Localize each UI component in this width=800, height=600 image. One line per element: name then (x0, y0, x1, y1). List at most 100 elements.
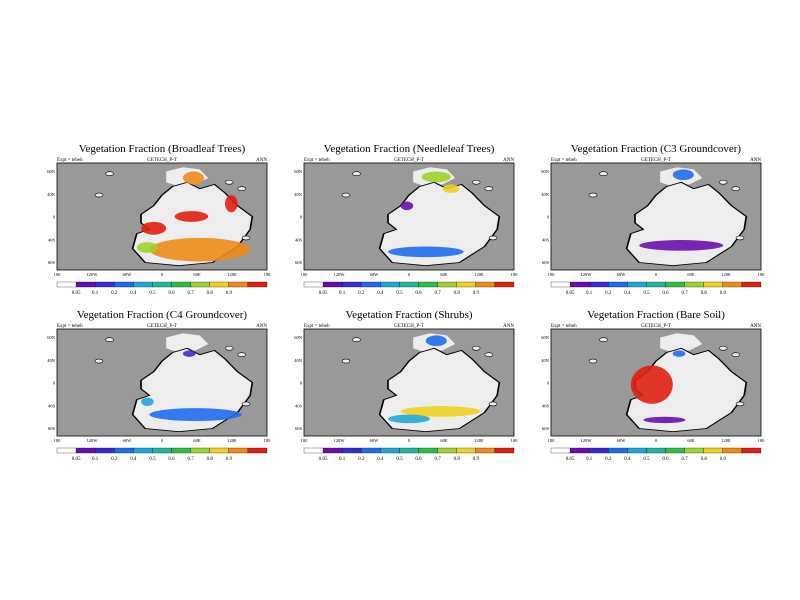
chart-subtitle: GETECH_P-T (147, 158, 177, 163)
colorbar-swatch (684, 281, 704, 288)
colorbar-swatch (171, 281, 191, 288)
x-tick-label: 0 (161, 272, 164, 277)
colorbar-label: 0.5 (149, 291, 156, 296)
colorbar-label: 0.8 (207, 457, 214, 462)
colorbar-swatch (569, 281, 590, 288)
colorbar-label: 0.1 (586, 457, 593, 462)
island (341, 192, 351, 198)
colorbar-label: 0.1 (586, 291, 593, 296)
colorbar-label: 0.8 (454, 457, 461, 462)
chart-title: Vegetation Fraction (C3 Groundcover) (571, 143, 741, 155)
x-tick-label: 120E (227, 438, 237, 443)
fraction-patch (400, 201, 414, 211)
fraction-patch (639, 240, 724, 251)
map-frame (303, 162, 515, 271)
colorbar-label: 0.1 (92, 291, 99, 296)
y-tick-label: 60S (295, 260, 303, 265)
chart-subtitle: GETECH_P-T (394, 158, 424, 163)
island (718, 179, 728, 185)
fraction-patch (149, 408, 242, 422)
island (484, 352, 494, 357)
fraction-patch (183, 171, 204, 185)
map-frame (303, 328, 515, 437)
colorbar-label: 0.4 (130, 291, 137, 296)
colorbar-label: 0.5 (643, 457, 650, 462)
fraction-patch (388, 414, 430, 424)
island (352, 337, 361, 343)
colorbar-swatch (361, 281, 381, 288)
y-tick-label: 60S (48, 260, 56, 265)
season-label: ANN (256, 324, 267, 329)
colorbar-swatch (703, 281, 723, 288)
colorbar-label: 0.6 (662, 457, 669, 462)
colorbar-label: 0.9 (226, 291, 233, 296)
fraction-patch (425, 335, 447, 347)
fraction-patch (643, 416, 686, 424)
colorbar-swatch (608, 447, 628, 454)
island (237, 186, 247, 191)
chart-title: Vegetation Fraction (Needleleaf Trees) (324, 143, 495, 155)
island (735, 401, 745, 407)
colorbar-swatch (475, 447, 496, 454)
colorbar-swatch (190, 447, 210, 454)
colorbar-label: 0.5 (396, 457, 403, 462)
x-tick-label: 0 (655, 272, 658, 277)
x-tick-label: 60W (123, 272, 133, 277)
colorbar-swatch (608, 281, 628, 288)
colorbar-swatch (56, 447, 77, 454)
x-tick-label: 120W (87, 272, 99, 277)
chart-panel-2: Vegetation Fraction (Needleleaf Trees) Ex… (294, 143, 518, 296)
season-label: ANN (256, 158, 267, 163)
season-label: ANN (750, 158, 761, 163)
colorbar-label: 0.6 (415, 291, 422, 296)
x-tick-label: 0 (161, 438, 164, 443)
coastline (378, 347, 501, 433)
y-tick-label: 0 (53, 381, 56, 386)
y-tick-label: 60N (47, 169, 56, 174)
x-tick-label: 120E (227, 272, 237, 277)
y-tick-label: 0 (300, 381, 303, 386)
colorbar-label: 0.7 (188, 457, 195, 462)
island (488, 235, 498, 241)
y-tick-label: 40S (48, 237, 56, 242)
fraction-patch (672, 350, 686, 357)
y-tick-label: 40N (541, 192, 550, 197)
colorbar-label: 0.2 (358, 457, 365, 462)
colorbar-swatch (456, 281, 476, 288)
x-tick-label: 60W (370, 438, 380, 443)
map-frame (56, 162, 268, 271)
colorbar-swatch (322, 447, 343, 454)
y-tick-label: 60N (541, 335, 550, 340)
fraction-patch (421, 171, 451, 183)
fraction-patch (174, 211, 209, 222)
island (599, 337, 608, 343)
x-tick-label: 120W (334, 438, 346, 443)
x-tick-label: 60W (370, 272, 380, 277)
colorbar-label: 0.5 (396, 291, 403, 296)
colorbar-label: 0.1 (92, 457, 99, 462)
island (94, 192, 104, 198)
island (224, 179, 234, 185)
colorbar-swatch (342, 447, 362, 454)
chart-panel-4: Vegetation Fraction (C4 Groundcover) Expt… (47, 309, 271, 462)
colorbar-swatch (646, 447, 666, 454)
x-tick-label: 60W (617, 272, 627, 277)
coastline (131, 181, 254, 267)
season-label: ANN (503, 324, 514, 329)
y-tick-label: 40S (295, 237, 303, 242)
colorbar-swatch (665, 447, 685, 454)
colorbar-swatch (171, 447, 191, 454)
chart-panel-3: Vegetation Fraction (C3 Groundcover) Expt… (541, 143, 765, 296)
chart-subtitle: GETECH_P-T (394, 324, 424, 329)
x-tick-label: 180 (758, 438, 766, 443)
colorbar-swatch (75, 447, 96, 454)
colorbar-label: 0.05 (319, 291, 328, 296)
island (471, 345, 481, 351)
colorbar-swatch (380, 281, 400, 288)
island (241, 401, 251, 407)
chart-panel-5: Vegetation Fraction (Shrubs) Expt = tebeh… (294, 309, 518, 462)
x-tick-label: 120E (721, 438, 731, 443)
colorbar-label: 0.6 (168, 457, 175, 462)
x-tick-label: 120E (721, 272, 731, 277)
colorbar-swatch (494, 447, 515, 454)
